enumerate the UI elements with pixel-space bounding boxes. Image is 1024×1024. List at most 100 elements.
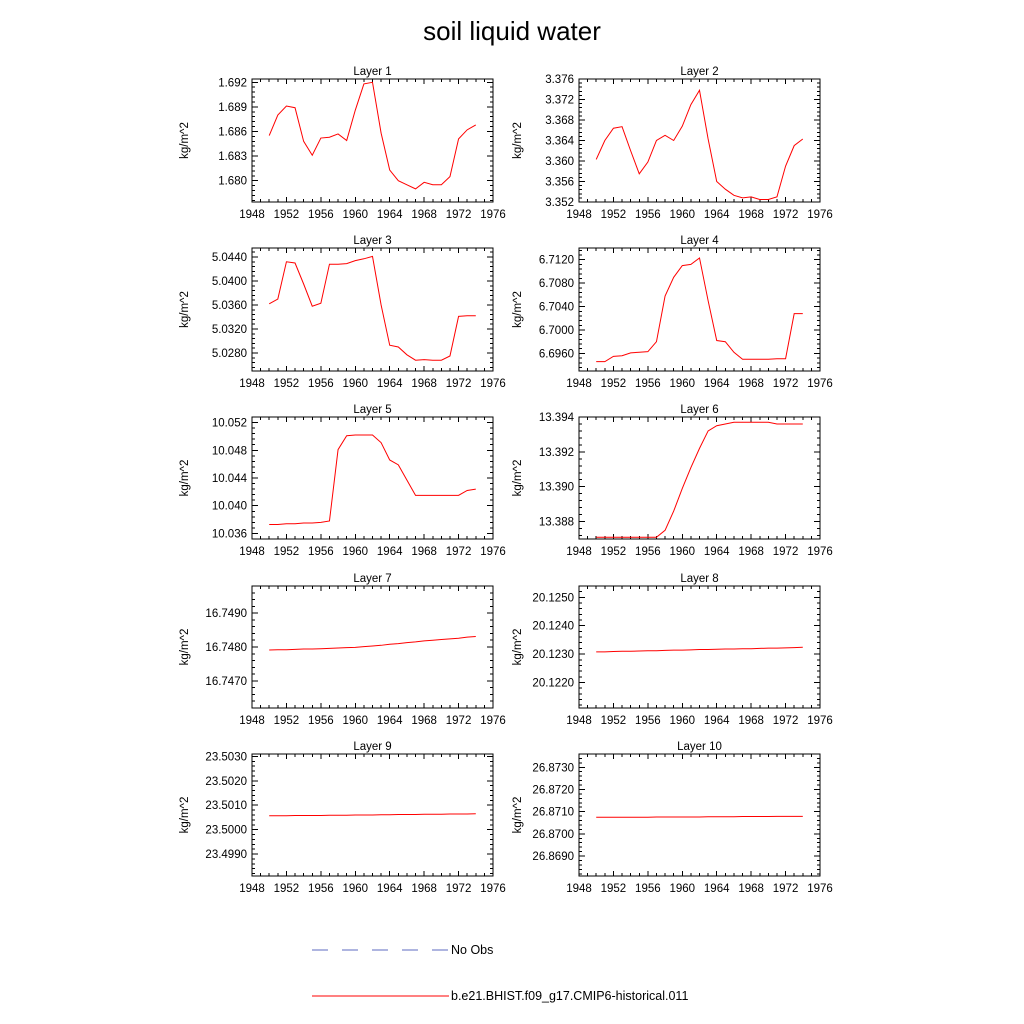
x-tick-label: 1968 <box>411 715 437 727</box>
x-tick-label: 1968 <box>411 209 437 221</box>
panel-layer-5: Layer 5 1948 1952 1956 1960 1964 1968 1972 1976 1… <box>179 404 506 558</box>
series-line-model <box>596 421 803 538</box>
y-tick-label: 10.036 <box>212 528 247 540</box>
x-tick-label: 1968 <box>738 883 764 895</box>
y-tick-label: 23.5020 <box>205 776 247 788</box>
y-tick-label: 3.356 <box>545 177 574 189</box>
panel-title: Layer 8 <box>680 573 718 585</box>
x-tick-label: 1952 <box>601 883 627 895</box>
x-tick-label: 1956 <box>635 715 661 727</box>
x-tick-label: 1956 <box>308 378 334 390</box>
y-tick-label: 6.6960 <box>539 348 574 360</box>
y-tick-label: 13.388 <box>539 517 574 529</box>
x-tick-label: 1964 <box>377 883 403 895</box>
y-tick-label: 3.352 <box>545 197 574 209</box>
y-axis-label: kg/m^2 <box>179 797 191 834</box>
x-tick-label: 1976 <box>480 378 506 390</box>
x-tick-label: 1972 <box>446 883 472 895</box>
x-tick-label: 1948 <box>566 715 592 727</box>
panel-title: Layer 7 <box>353 573 391 585</box>
y-tick-label: 5.0440 <box>212 252 247 264</box>
x-tick-label: 1960 <box>669 209 695 221</box>
y-tick-label: 23.5000 <box>205 825 247 837</box>
x-tick-label: 1948 <box>239 883 265 895</box>
y-tick-label: 26.8730 <box>532 762 574 774</box>
plot-frame <box>578 585 821 709</box>
x-tick-label: 1964 <box>704 209 730 221</box>
panel-layer-9: Layer 9 1948 1952 1956 1960 1964 1968 1972 1976 2… <box>179 741 506 895</box>
x-tick-label: 1968 <box>738 715 764 727</box>
x-tick-label: 1976 <box>807 209 833 221</box>
y-tick-label: 23.5010 <box>205 800 247 812</box>
panel-title: Layer 5 <box>353 404 391 416</box>
y-axis-label: kg/m^2 <box>512 122 524 159</box>
panel-layer-10: Layer 10 1948 1952 1956 1960 1964 1968 1972 1976… <box>512 741 833 895</box>
x-tick-label: 1972 <box>446 546 472 558</box>
y-tick-label: 16.7480 <box>205 642 247 654</box>
y-axis-label: kg/m^2 <box>179 460 191 497</box>
x-tick-label: 1952 <box>601 209 627 221</box>
x-tick-label: 1952 <box>274 546 300 558</box>
x-tick-label: 1960 <box>669 715 695 727</box>
x-tick-label: 1948 <box>566 883 592 895</box>
x-tick-label: 1976 <box>480 209 506 221</box>
y-tick-label: 1.680 <box>218 176 247 188</box>
series-line-model <box>596 257 803 363</box>
x-tick-label: 1960 <box>669 546 695 558</box>
x-tick-label: 1956 <box>308 209 334 221</box>
x-tick-label: 1948 <box>566 209 592 221</box>
y-tick-label: 20.1230 <box>532 649 574 661</box>
y-tick-label: 6.7080 <box>539 278 574 290</box>
series-line-model <box>269 434 476 525</box>
x-tick-label: 1976 <box>807 883 833 895</box>
y-tick-label: 1.692 <box>218 77 247 89</box>
x-tick-label: 1976 <box>807 546 833 558</box>
x-tick-label: 1964 <box>704 378 730 390</box>
y-tick-label: 10.052 <box>212 418 247 430</box>
panel-title: Layer 2 <box>680 66 718 78</box>
y-tick-label: 16.7470 <box>205 676 247 688</box>
panels-group: Layer 1 1948 1952 1956 1960 1964 1968 1972 1976 1… <box>179 66 833 895</box>
series-line-model <box>268 255 476 361</box>
y-tick-label: 3.364 <box>545 136 574 148</box>
x-tick-label: 1960 <box>669 378 695 390</box>
y-tick-label: 13.392 <box>539 447 574 459</box>
x-tick-label: 1948 <box>239 378 265 390</box>
y-tick-label: 26.8690 <box>532 851 574 863</box>
x-tick-label: 1972 <box>773 546 799 558</box>
plot-frame <box>578 247 821 372</box>
x-tick-label: 1964 <box>377 546 403 558</box>
y-tick-label: 3.368 <box>545 115 574 127</box>
x-tick-label: 1964 <box>704 883 730 895</box>
plot-frame <box>251 585 494 709</box>
series-line-model <box>596 646 803 653</box>
y-tick-label: 1.689 <box>218 102 247 114</box>
x-tick-label: 1960 <box>342 883 368 895</box>
y-tick-label: 5.0280 <box>212 348 247 360</box>
y-tick-label: 5.0360 <box>212 300 247 312</box>
x-tick-label: 1956 <box>635 883 661 895</box>
panel-title: Layer 10 <box>677 741 722 753</box>
x-tick-label: 1952 <box>601 546 627 558</box>
x-tick-label: 1952 <box>274 209 300 221</box>
y-tick-label: 3.372 <box>545 95 574 107</box>
x-tick-label: 1960 <box>342 546 368 558</box>
y-tick-label: 3.360 <box>545 156 574 168</box>
x-tick-label: 1972 <box>773 209 799 221</box>
x-tick-label: 1960 <box>669 883 695 895</box>
y-tick-label: 3.376 <box>545 74 574 86</box>
x-tick-label: 1972 <box>773 378 799 390</box>
y-axis-label: kg/m^2 <box>512 460 524 497</box>
y-tick-label: 16.7490 <box>205 608 247 620</box>
x-tick-label: 1972 <box>773 715 799 727</box>
x-tick-label: 1976 <box>480 715 506 727</box>
x-tick-label: 1968 <box>738 378 764 390</box>
panel-layer-4: Layer 4 1948 1952 1956 1960 1964 1968 1972 1976 6… <box>512 235 833 390</box>
y-tick-label: 20.1220 <box>532 677 574 689</box>
x-tick-label: 1976 <box>807 378 833 390</box>
y-tick-label: 23.4990 <box>205 849 247 861</box>
y-tick-label: 6.7040 <box>539 302 574 314</box>
x-tick-label: 1972 <box>773 883 799 895</box>
x-tick-label: 1976 <box>480 883 506 895</box>
y-tick-label: 26.8700 <box>532 829 574 841</box>
